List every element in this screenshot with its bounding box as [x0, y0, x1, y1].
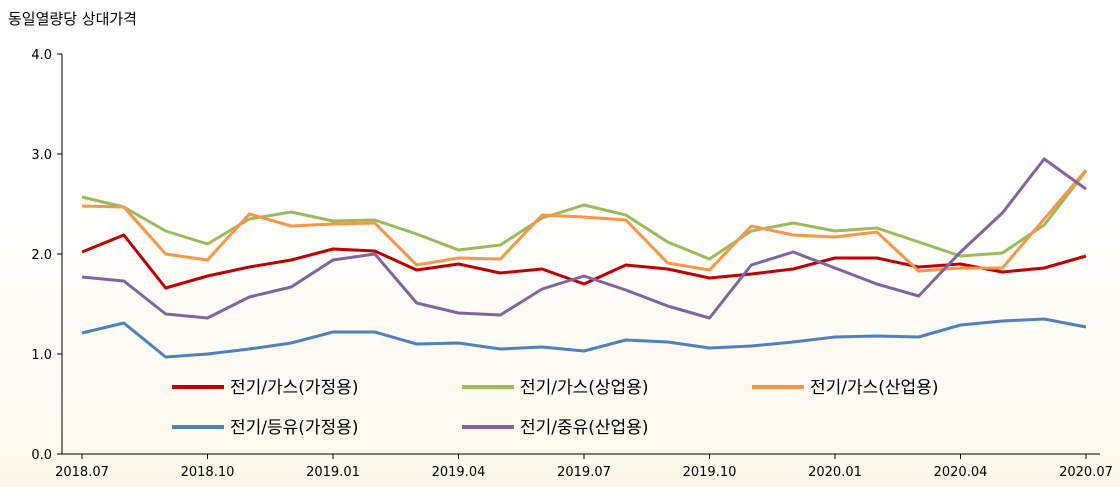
legend-label: 전기/중유(산업용)	[520, 418, 648, 438]
x-tick-label: 2020.07	[1059, 465, 1113, 480]
x-tick-label: 2018.07	[55, 465, 109, 480]
y-tick-label: 4.0	[31, 48, 52, 63]
series-line	[81, 170, 1088, 261]
x-tick-label: 2018.10	[181, 465, 235, 480]
x-tick-label: 2019.10	[683, 465, 737, 480]
x-tick-label: 2020.04	[934, 465, 988, 480]
legend-label: 전기/등유(가정용)	[230, 418, 358, 438]
x-tick-label: 2019.01	[306, 465, 360, 480]
legend-label: 전기/가스(상업용)	[520, 378, 648, 398]
legend-label: 전기/가스(산업용)	[810, 378, 938, 398]
x-tick-label: 2019.04	[432, 465, 486, 480]
series-line	[81, 317, 1087, 359]
x-tick-label: 2019.07	[557, 465, 611, 480]
series-line	[81, 157, 1087, 320]
series-line	[81, 169, 1088, 273]
y-tick-label: 3.0	[31, 148, 52, 163]
y-tick-label: 2.0	[31, 248, 52, 263]
x-tick-label: 2020.01	[808, 465, 862, 480]
y-tick-label: 0.0	[31, 448, 52, 463]
chart-title: 동일열량당 상대가격	[8, 10, 137, 28]
series-line	[81, 233, 1087, 290]
legend-label: 전기/가스(가정용)	[230, 378, 358, 398]
y-tick-label: 1.0	[31, 348, 52, 363]
